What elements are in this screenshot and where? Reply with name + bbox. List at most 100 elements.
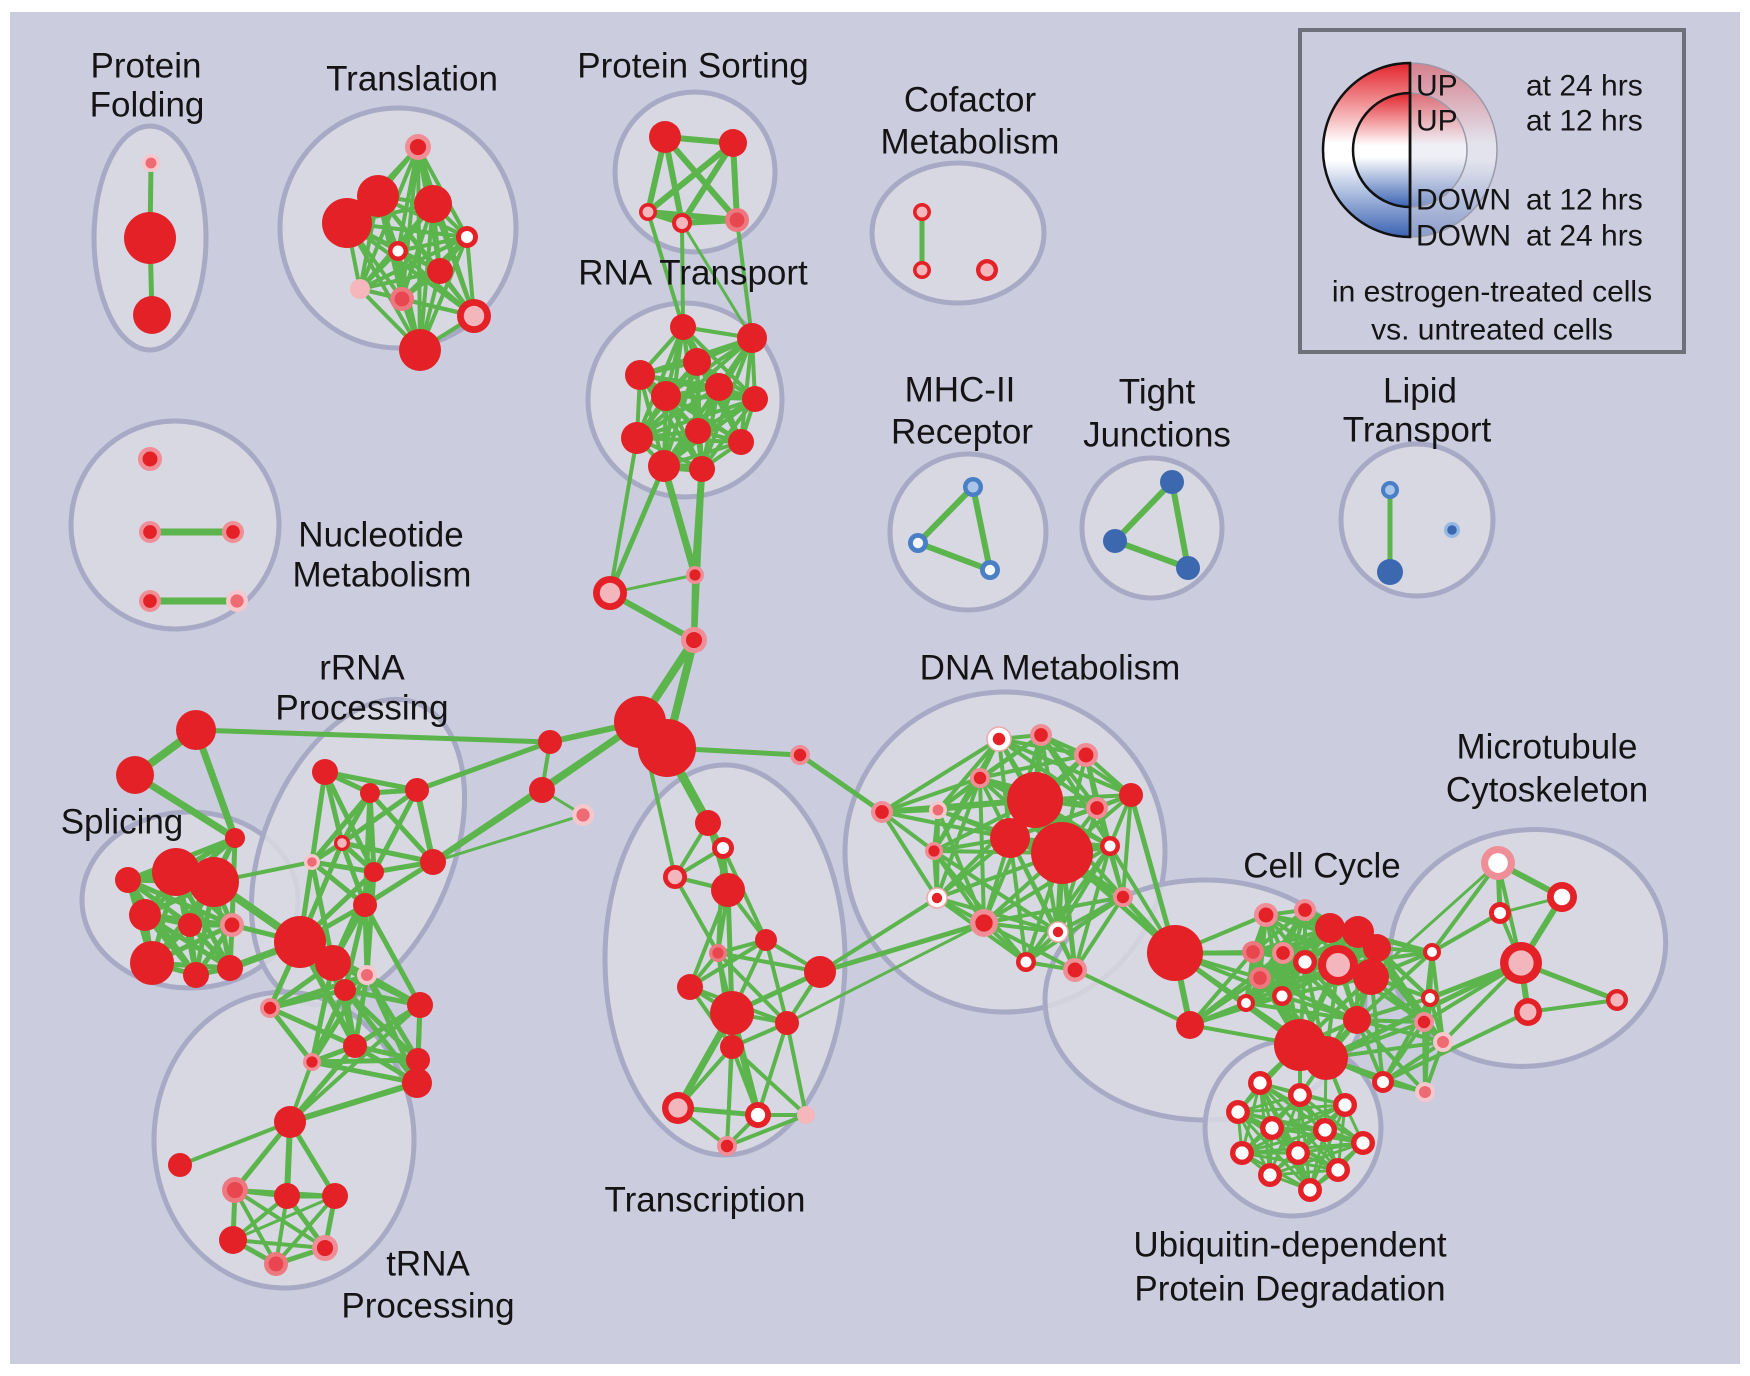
network-edge [1422, 1020, 1427, 1094]
network-node-dna [1007, 772, 1063, 828]
cluster-label-mhc: Receptor [891, 413, 1033, 452]
network-node-tr [399, 329, 441, 371]
network-edge [638, 373, 704, 471]
network-node-core [1356, 1136, 1370, 1150]
network-node-dna [990, 818, 1030, 858]
network-edge [267, 972, 370, 1011]
network-node-core [268, 1256, 284, 1272]
network-node-core [392, 245, 404, 257]
network-node-tx [755, 929, 777, 951]
network-node-rr [420, 849, 446, 875]
network-node-core [224, 917, 240, 933]
network-node-core [668, 1098, 688, 1118]
network-node-sp [178, 913, 202, 937]
network-edge [431, 813, 585, 864]
network-edge [1430, 861, 1500, 954]
legend-gradient-circle-left-r57 [1351, 91, 1412, 209]
network-node-core [1291, 1146, 1305, 1160]
network-node-core [1427, 947, 1437, 957]
network-node-core [1437, 1036, 1449, 1048]
network-edge [339, 787, 420, 846]
network-edge [131, 771, 239, 842]
network-node-tx [695, 810, 721, 836]
cluster-label-tr: Translation [326, 60, 498, 99]
network-node-core [967, 481, 979, 493]
cluster-ellipse-cf [869, 160, 1047, 306]
network-node-tj [1160, 470, 1184, 494]
network-node-core [1293, 1088, 1307, 1102]
network-node-tx [804, 956, 836, 988]
network-node-dna [1031, 822, 1093, 884]
network-node-rr [315, 945, 351, 981]
network-edge [288, 1003, 422, 1124]
network-edge [681, 325, 757, 401]
network-node-cc [1343, 1006, 1371, 1034]
network-node-core [931, 892, 943, 904]
cluster-label-pf: Folding [90, 86, 205, 125]
network-node-tj [1103, 529, 1127, 553]
network-node-core [1298, 903, 1312, 917]
network-node-core [667, 869, 683, 885]
network-edge [880, 810, 939, 900]
network-node-tj [1176, 556, 1200, 580]
network-node-rt [683, 348, 711, 376]
network-edge [880, 776, 982, 814]
legend-direction-label: UP [1416, 70, 1458, 103]
network-edge [932, 849, 1060, 934]
network-node-core [1265, 1121, 1279, 1135]
network-edge [1236, 1110, 1365, 1145]
network-node-rt [625, 360, 655, 390]
network-node-rr [402, 1068, 432, 1098]
network-node-rt [742, 386, 768, 412]
legend-direction-label: DOWN [1416, 220, 1511, 253]
network-edge [309, 1059, 420, 1086]
network-edge [233, 1188, 278, 1266]
network-edge [342, 902, 368, 993]
network-node-rr [407, 992, 433, 1018]
network-node-core [1508, 950, 1534, 976]
cluster-label-mhc: MHC-II [905, 371, 1016, 410]
network-node-core [1326, 953, 1350, 977]
network-edge [125, 877, 235, 928]
network-edge [688, 888, 730, 989]
network-node-core [1376, 1075, 1390, 1089]
legend-caption: vs. untreated cells [1371, 314, 1613, 347]
network-node-sp [115, 867, 141, 893]
network-node-tx [710, 991, 754, 1035]
network-edge [1251, 908, 1307, 954]
network-node-core [463, 305, 485, 327]
network-node-tx [720, 1035, 744, 1059]
network-node-cc [1147, 925, 1203, 981]
network-node-core [230, 594, 244, 608]
network-edge [431, 202, 476, 318]
network-node-tr [427, 258, 453, 284]
network-node-tx [677, 974, 703, 1000]
network-node-sp [225, 828, 245, 848]
network-edge [193, 727, 553, 745]
network-node-core [984, 564, 996, 576]
cluster-label-ub: Ubiquitin-dependent [1133, 1226, 1447, 1265]
network-edge [178, 1120, 292, 1167]
network-edge [915, 484, 976, 546]
network-edge [414, 739, 553, 793]
network-edge [785, 1021, 808, 1117]
network-node-rt [651, 381, 681, 411]
network-node-core [916, 206, 928, 218]
network-node-core [1104, 840, 1116, 852]
network-node-core [992, 732, 1006, 746]
network-node-core [460, 230, 474, 244]
cluster-label-pf: Protein [91, 47, 202, 86]
cluster-label-nm: Nucleotide [298, 516, 463, 555]
network-node-sp [129, 899, 161, 931]
network-node-core [1419, 1086, 1431, 1098]
network-node-core [1034, 728, 1048, 742]
network-edge [691, 466, 705, 643]
network-node-core [1263, 1168, 1277, 1182]
network-edge [1381, 1010, 1530, 1084]
network-edge [817, 920, 987, 975]
network-node-sp_tri [176, 710, 216, 750]
network-edge [936, 737, 1001, 812]
network-node-core [1258, 907, 1274, 923]
network-node-rr [406, 1048, 430, 1072]
